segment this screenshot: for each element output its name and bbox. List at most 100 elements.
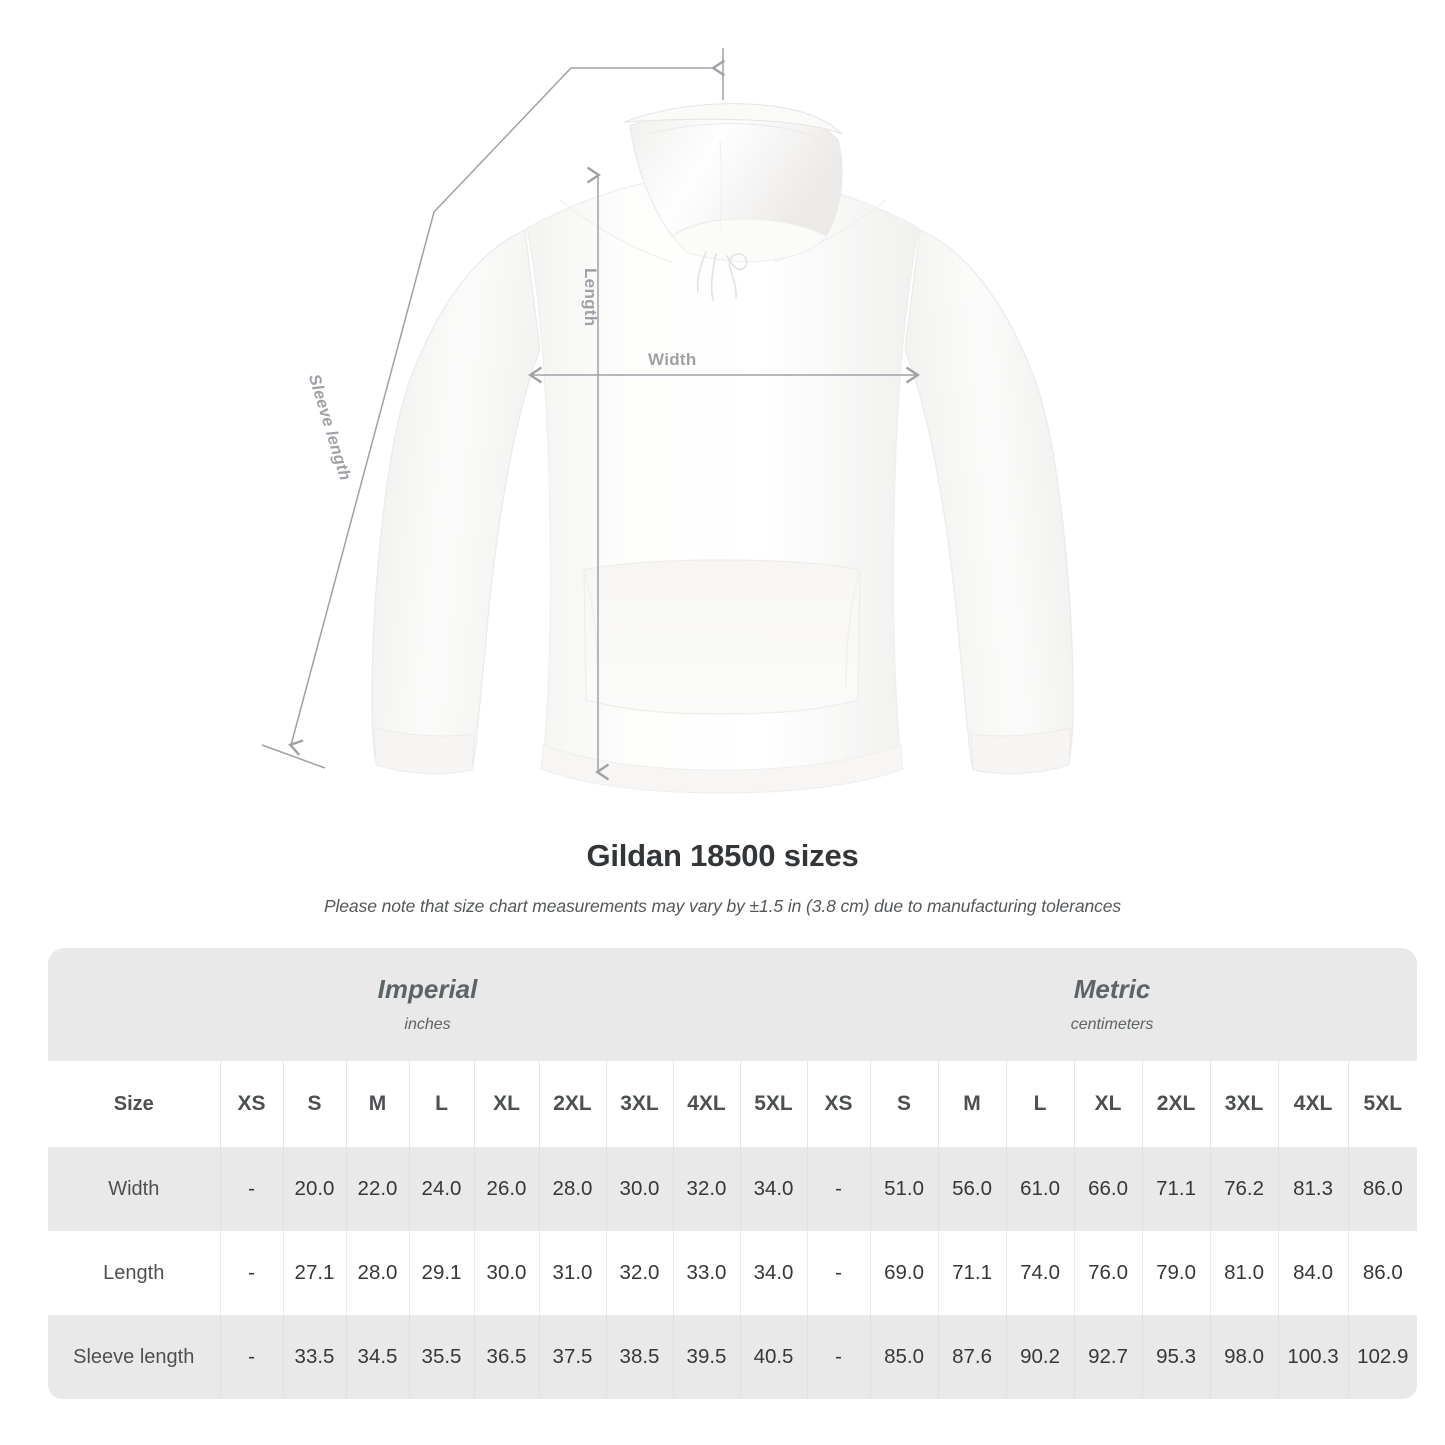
header-metric-xs: XS (806, 1061, 871, 1147)
cell-width-metric-4xl: 81.3 (1277, 1147, 1349, 1231)
cell-sleeve-imperial-2xl: 37.5 (538, 1315, 606, 1399)
cell-length-metric-xs: - (806, 1231, 871, 1315)
cell-sleeve-imperial-l: 35.5 (408, 1315, 474, 1399)
page-title: Gildan 18500 sizes (586, 838, 859, 873)
cell-sleeve-imperial-s: 33.5 (282, 1315, 346, 1399)
header-imperial-4xl: 4XL (672, 1061, 740, 1147)
unit-banner-row: Imperial inches Metric centimeters (48, 948, 1418, 1061)
cell-length-metric-xl: 76.0 (1073, 1231, 1143, 1315)
cell-sleeve-metric-s: 85.0 (869, 1315, 939, 1399)
header-metric-2xl: 2XL (1141, 1061, 1211, 1147)
header-imperial-xs: XS (219, 1061, 283, 1147)
cell-length-imperial-xs: - (219, 1231, 283, 1315)
cell-width-metric-2xl: 71.1 (1141, 1147, 1211, 1231)
cell-sleeve-imperial-5xl: 40.5 (739, 1315, 808, 1399)
header-imperial-xl: XL (473, 1061, 539, 1147)
table-row: Width - 20.0 22.0 24.0 26.0 28.0 30.0 32… (48, 1147, 1418, 1231)
cell-width-metric-l: 61.0 (1005, 1147, 1075, 1231)
cell-length-metric-l: 74.0 (1005, 1231, 1075, 1315)
hoodie-body-art (371, 103, 1074, 794)
cell-width-imperial-xs: - (219, 1147, 283, 1231)
cell-width-metric-xl: 66.0 (1073, 1147, 1143, 1231)
sleeve-measure-line (288, 59, 726, 756)
chart-header: Gildan 18500 sizes Please note that size… (0, 838, 1445, 917)
garment-illustration: Length Width Sleeve length (261, 48, 1074, 794)
cell-sleeve-metric-xl: 92.7 (1073, 1315, 1143, 1399)
cell-length-metric-m: 71.1 (937, 1231, 1007, 1315)
metric-unit-cell: Metric centimeters (807, 948, 1418, 1061)
row-label-width: Width (48, 1147, 220, 1231)
header-imperial-s: S (282, 1061, 346, 1147)
cell-sleeve-metric-2xl: 95.3 (1141, 1315, 1211, 1399)
cell-length-imperial-5xl: 34.0 (739, 1231, 808, 1315)
cell-length-imperial-s: 27.1 (282, 1231, 346, 1315)
imperial-unit-sub: inches (404, 1015, 451, 1033)
sleeve-end-tick (261, 744, 326, 769)
cell-sleeve-metric-3xl: 98.0 (1209, 1315, 1279, 1399)
cell-sleeve-imperial-4xl: 39.5 (672, 1315, 740, 1399)
cell-width-metric-3xl: 76.2 (1209, 1147, 1279, 1231)
header-metric-5xl: 5XL (1347, 1061, 1418, 1147)
cell-length-metric-5xl: 86.0 (1347, 1231, 1418, 1315)
header-metric-4xl: 4XL (1277, 1061, 1349, 1147)
cell-length-imperial-2xl: 31.0 (538, 1231, 606, 1315)
table-row: Sleeve length - 33.5 34.5 35.5 36.5 37.5… (48, 1315, 1418, 1399)
cell-width-imperial-4xl: 32.0 (672, 1147, 740, 1231)
cell-sleeve-imperial-m: 34.5 (345, 1315, 409, 1399)
row-label-length: Length (48, 1231, 220, 1315)
cell-sleeve-imperial-xs: - (219, 1315, 283, 1399)
cell-width-imperial-3xl: 30.0 (605, 1147, 673, 1231)
cell-width-metric-5xl: 86.0 (1347, 1147, 1418, 1231)
cell-width-imperial-2xl: 28.0 (538, 1147, 606, 1231)
header-imperial-2xl: 2XL (538, 1061, 606, 1147)
cell-width-imperial-s: 20.0 (282, 1147, 346, 1231)
cell-sleeve-metric-m: 87.6 (937, 1315, 1007, 1399)
cell-width-metric-s: 51.0 (869, 1147, 939, 1231)
hoodie-diagram-svg (261, 48, 1074, 794)
header-imperial-5xl: 5XL (739, 1061, 808, 1147)
cell-sleeve-metric-5xl: 102.9 (1347, 1315, 1418, 1399)
cell-length-imperial-3xl: 32.0 (605, 1231, 673, 1315)
cell-width-imperial-5xl: 34.0 (739, 1147, 808, 1231)
cell-length-imperial-4xl: 33.0 (672, 1231, 740, 1315)
header-metric-xl: XL (1073, 1061, 1143, 1147)
header-imperial-m: M (345, 1061, 409, 1147)
cell-width-imperial-l: 24.0 (408, 1147, 474, 1231)
metric-unit-name: Metric (1073, 973, 1151, 1004)
header-metric-m: M (937, 1061, 1007, 1147)
size-header-row: Size XS S M L XL 2XL 3XL 4XL 5XL XS S M … (48, 1061, 1418, 1147)
size-header-label: Size (48, 1061, 220, 1147)
header-imperial-3xl: 3XL (605, 1061, 673, 1147)
cell-width-imperial-xl: 26.0 (473, 1147, 539, 1231)
imperial-unit-cell: Imperial inches (48, 948, 808, 1061)
cell-length-metric-s: 69.0 (869, 1231, 939, 1315)
cell-sleeve-imperial-3xl: 38.5 (605, 1315, 673, 1399)
width-label: Width (648, 350, 697, 369)
header-metric-s: S (869, 1061, 939, 1147)
cell-length-metric-3xl: 81.0 (1209, 1231, 1279, 1315)
cell-sleeve-metric-4xl: 100.3 (1277, 1315, 1349, 1399)
metric-unit-sub: centimeters (1070, 1015, 1154, 1033)
measurement-lines (261, 48, 920, 781)
header-metric-l: L (1005, 1061, 1075, 1147)
row-label-sleeve-length: Sleeve length (48, 1315, 220, 1399)
header-imperial-l: L (408, 1061, 474, 1147)
size-chart-table-container: Imperial inches Metric centimeters Size … (48, 948, 1418, 1399)
cell-sleeve-metric-xs: - (806, 1315, 871, 1399)
cell-length-metric-4xl: 84.0 (1277, 1231, 1349, 1315)
header-metric-3xl: 3XL (1209, 1061, 1279, 1147)
cell-length-imperial-l: 29.1 (408, 1231, 474, 1315)
cell-width-metric-m: 56.0 (937, 1147, 1007, 1231)
cell-length-imperial-xl: 30.0 (473, 1231, 539, 1315)
length-label: Length (581, 268, 600, 327)
cell-length-metric-2xl: 79.0 (1141, 1231, 1211, 1315)
cell-sleeve-imperial-xl: 36.5 (473, 1315, 539, 1399)
cell-length-imperial-m: 28.0 (345, 1231, 409, 1315)
cell-width-imperial-m: 22.0 (345, 1147, 409, 1231)
cell-sleeve-metric-l: 90.2 (1005, 1315, 1075, 1399)
tolerance-note: Please note that size chart measurements… (323, 896, 1122, 916)
imperial-unit-name: Imperial (377, 973, 478, 1004)
cell-width-metric-xs: - (806, 1147, 871, 1231)
size-chart-table: Imperial inches Metric centimeters Size … (48, 948, 1418, 1399)
table-row: Length - 27.1 28.0 29.1 30.0 31.0 32.0 3… (48, 1231, 1418, 1315)
